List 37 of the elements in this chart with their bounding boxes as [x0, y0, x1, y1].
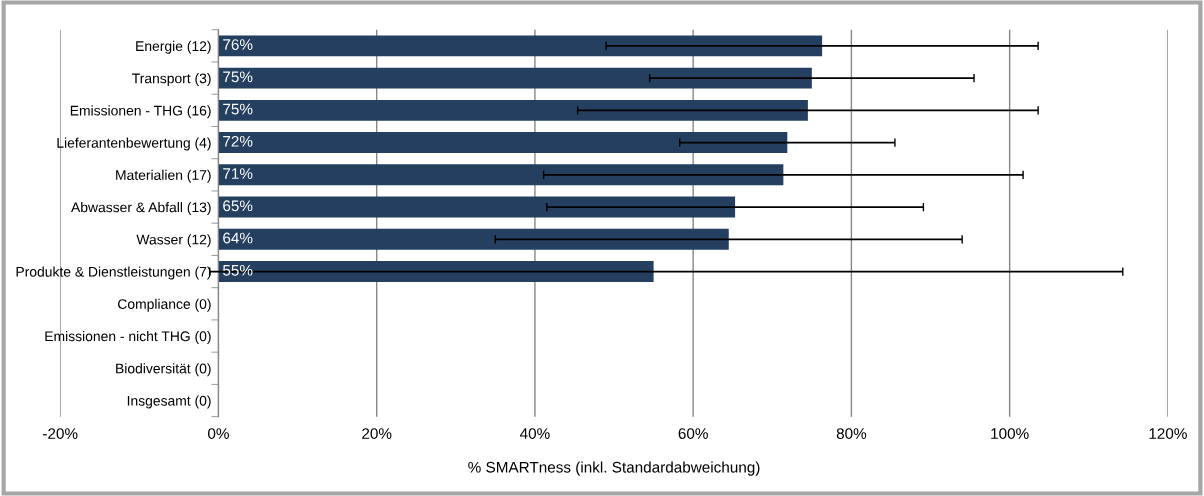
data-label: 55% [223, 264, 253, 276]
bar [218, 99, 808, 121]
data-label: 72% [223, 135, 253, 147]
x-axis-title: % SMARTness (inkl. Standardabweichung) [468, 461, 760, 476]
x-tick-label: 100% [991, 428, 1029, 439]
bar [218, 67, 812, 89]
y-tick-label: Transport (3) [132, 73, 211, 87]
x-tick-label: 40% [519, 428, 550, 439]
y-tick-label: Insgesamt (0) [127, 395, 211, 409]
data-label: 64% [223, 232, 253, 244]
bar [218, 132, 788, 154]
x-tick-label: -20% [43, 428, 78, 439]
data-label: 65% [223, 200, 253, 212]
y-tick-label: Biodiversität (0) [116, 363, 211, 377]
y-tick-label: Produkte & Dienstleistungen (7) [16, 266, 211, 280]
y-tick-label: Lieferantenbewertung (4) [57, 137, 211, 151]
data-label: 75% [223, 103, 253, 115]
bar [218, 35, 823, 57]
data-label: 71% [223, 168, 253, 179]
x-tick-label: 20% [362, 428, 392, 439]
x-tick-label: 60% [678, 428, 708, 439]
bar [218, 261, 654, 283]
x-tick-label: 80% [836, 428, 867, 439]
y-tick-label: Compliance (0) [118, 298, 211, 312]
y-tick-label: Wasser (12) [136, 234, 211, 248]
y-tick-label: Materialien (17) [116, 169, 211, 183]
y-tick-label: Emissionen - nicht THG (0) [45, 331, 211, 344]
x-tick-label: 0% [208, 428, 229, 439]
y-tick-label: Emissionen - THG (16) [70, 105, 211, 119]
y-tick-label: Energie (12) [136, 40, 211, 54]
data-label: 75% [223, 71, 253, 83]
bar [218, 164, 784, 186]
bar [218, 196, 736, 218]
bar [218, 228, 729, 250]
data-label: 76% [223, 39, 253, 50]
x-tick-label: 120% [1149, 428, 1187, 439]
y-tick-label: Abwasser & Abfall (13) [71, 202, 211, 215]
